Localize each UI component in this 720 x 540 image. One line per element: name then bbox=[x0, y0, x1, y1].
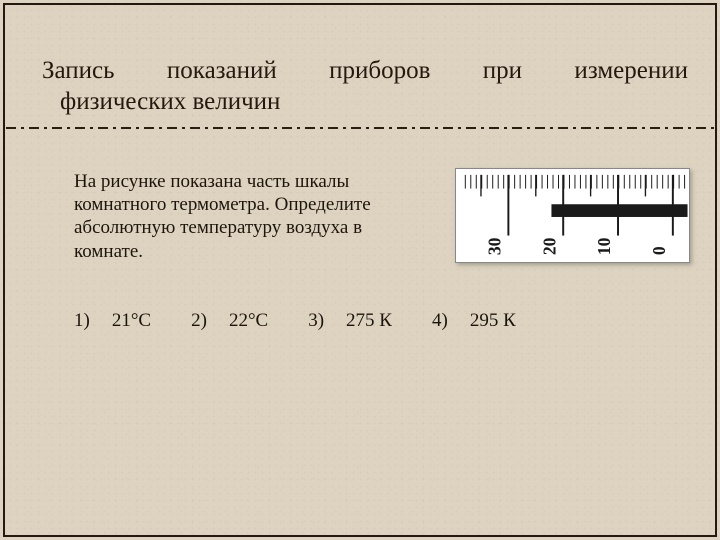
title-line-2: физических величин bbox=[42, 87, 688, 118]
answer-val: 21°C bbox=[112, 310, 151, 332]
slide-title: Запись показаний приборов при измерении … bbox=[42, 56, 688, 117]
answer-val: 22°C bbox=[229, 310, 268, 332]
answer-option-3: 3) 275 К bbox=[308, 310, 432, 332]
answer-option-2: 2) 22°C bbox=[191, 310, 308, 332]
answer-num: 4) bbox=[432, 310, 448, 332]
answer-val: 275 К bbox=[346, 310, 392, 332]
svg-text:30: 30 bbox=[485, 237, 505, 255]
question-text: На рисунке показана часть шкалы комнатно… bbox=[74, 170, 414, 263]
answer-num: 2) bbox=[191, 310, 207, 332]
thermometer-scale: 30 20 10 0 bbox=[455, 168, 690, 263]
answer-val: 295 К bbox=[470, 310, 516, 332]
svg-text:0: 0 bbox=[649, 246, 669, 255]
answer-option-1: 1) 21°C bbox=[74, 310, 191, 332]
svg-text:10: 10 bbox=[594, 237, 614, 255]
title-line-1: Запись показаний приборов при измерении bbox=[42, 57, 688, 84]
answer-num: 3) bbox=[308, 310, 324, 332]
divider-line bbox=[6, 127, 714, 129]
answer-num: 1) bbox=[74, 310, 90, 332]
answer-option-4: 4) 295 К bbox=[432, 310, 556, 332]
svg-text:20: 20 bbox=[539, 237, 559, 255]
answer-options: 1) 21°C 2) 22°C 3) 275 К 4) 295 К bbox=[74, 310, 680, 332]
